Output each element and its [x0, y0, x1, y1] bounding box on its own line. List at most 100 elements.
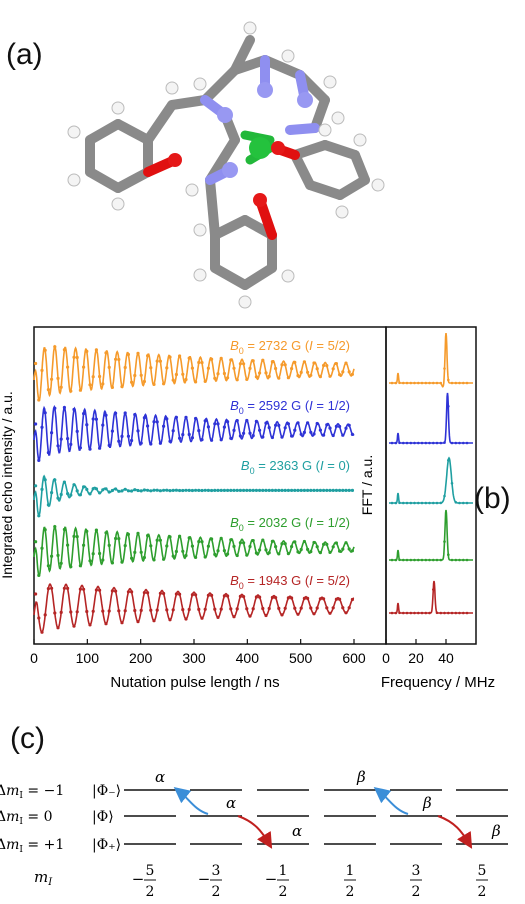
- nutation-point: [213, 422, 217, 426]
- nutation-point: [248, 366, 252, 370]
- nutation-point: [232, 428, 236, 432]
- fft-point: [390, 501, 394, 505]
- nutation-point: [258, 548, 262, 552]
- nutation-point: [142, 555, 146, 560]
- mi-sign: −: [265, 870, 278, 888]
- nutation-point: [174, 372, 178, 377]
- nutation-point: [261, 488, 265, 492]
- nutation-point: [322, 433, 326, 437]
- nutation-point: [290, 434, 294, 438]
- nutation-point: [91, 609, 95, 613]
- nutation-point: [203, 555, 207, 559]
- row-delta-label: ΔmI = −1: [0, 783, 64, 801]
- nutation-point: [254, 595, 258, 599]
- fft-point: [417, 611, 420, 615]
- fft-trace-line: [389, 333, 473, 388]
- x-axis-label: Nutation pulse length / ns: [110, 674, 279, 691]
- transition-labels: α α α β β β: [155, 768, 501, 840]
- fft-point: [394, 381, 398, 385]
- nutation-point: [283, 363, 287, 367]
- nutation-point: [120, 489, 124, 493]
- nutation-point: [46, 564, 51, 568]
- nutation-point: [325, 542, 329, 546]
- fft-point: [405, 441, 409, 445]
- nutation-point: [286, 552, 290, 556]
- fft-point: [398, 558, 401, 562]
- nutation-point: [270, 360, 274, 364]
- nutation-point: [126, 434, 130, 438]
- nutation-point: [178, 354, 182, 358]
- fft-point: [439, 611, 443, 615]
- nutation-point: [136, 351, 140, 355]
- nutation-point: [261, 538, 265, 542]
- nutation-point: [338, 488, 342, 492]
- nutation-point: [174, 488, 178, 492]
- nutation-point: [53, 525, 57, 529]
- nutation-point: [187, 488, 191, 492]
- nutation-point: [299, 432, 303, 436]
- nutation-point: [181, 549, 185, 553]
- nutation-point: [216, 549, 220, 553]
- nutation-point: [152, 619, 156, 623]
- blue-arrow-beta: [373, 787, 409, 815]
- fft-point: [462, 441, 465, 445]
- nutation-point: [325, 606, 329, 610]
- nutation-point: [242, 362, 246, 366]
- nutation-trace-line: [33, 524, 355, 577]
- fft-point: [432, 501, 435, 505]
- nutation-point: [293, 606, 297, 610]
- fft-point: [398, 441, 401, 445]
- nutation-point: [117, 357, 121, 362]
- nutation-point: [85, 609, 89, 614]
- nutation-point: [155, 538, 159, 542]
- nutation-point: [171, 488, 175, 492]
- fft-point: [432, 441, 435, 445]
- nutation-point: [187, 432, 191, 437]
- nutation-point: [267, 551, 271, 555]
- nutation-point: [197, 488, 201, 492]
- nutation-point: [206, 366, 210, 370]
- fft-trace-line: [389, 456, 473, 504]
- fft-point: [443, 367, 446, 370]
- mi-numerator: 1: [279, 863, 288, 879]
- nutation-point: [46, 587, 51, 591]
- fft-point: [394, 611, 398, 615]
- nutation-point: [338, 597, 342, 601]
- nutation-point: [334, 362, 338, 366]
- nutation-point: [274, 596, 278, 600]
- nutation-point: [347, 423, 351, 427]
- nutation-point: [226, 488, 230, 492]
- fft-point: [390, 558, 394, 562]
- nutation-point: [258, 488, 262, 492]
- nutation-point: [315, 545, 319, 549]
- fft-point: [458, 441, 461, 445]
- nutation-point: [222, 549, 226, 553]
- nutation-point: [318, 488, 322, 492]
- fft-point: [428, 611, 431, 615]
- mi-denominator: 2: [212, 884, 221, 900]
- nutation-point: [104, 531, 108, 535]
- nutation-point: [245, 553, 249, 557]
- nutation-point: [203, 488, 207, 492]
- mi-label: mI: [34, 868, 53, 888]
- nutation-point: [341, 370, 345, 374]
- nutation-point: [75, 535, 79, 539]
- nutation-point: [43, 478, 47, 482]
- nutation-point: [149, 489, 153, 493]
- red-arrow-beta: [437, 815, 473, 849]
- nutation-point: [325, 423, 329, 427]
- right-plot-frame: [385, 326, 477, 645]
- fft-x-axis-label: Frequency / MHz: [381, 674, 495, 691]
- nutation-point: [242, 431, 246, 435]
- nutation-point: [50, 491, 54, 495]
- nutation-point: [200, 361, 204, 365]
- nutation-point: [296, 488, 300, 492]
- nutation-point: [312, 361, 316, 365]
- mi-sign: −: [198, 870, 211, 888]
- nutation-point: [280, 488, 284, 492]
- nutation-point: [50, 554, 54, 558]
- alpha-label: α: [155, 768, 165, 786]
- nutation-point: [72, 407, 76, 412]
- nutation-point: [344, 488, 348, 492]
- fft-trace-line: [389, 580, 473, 614]
